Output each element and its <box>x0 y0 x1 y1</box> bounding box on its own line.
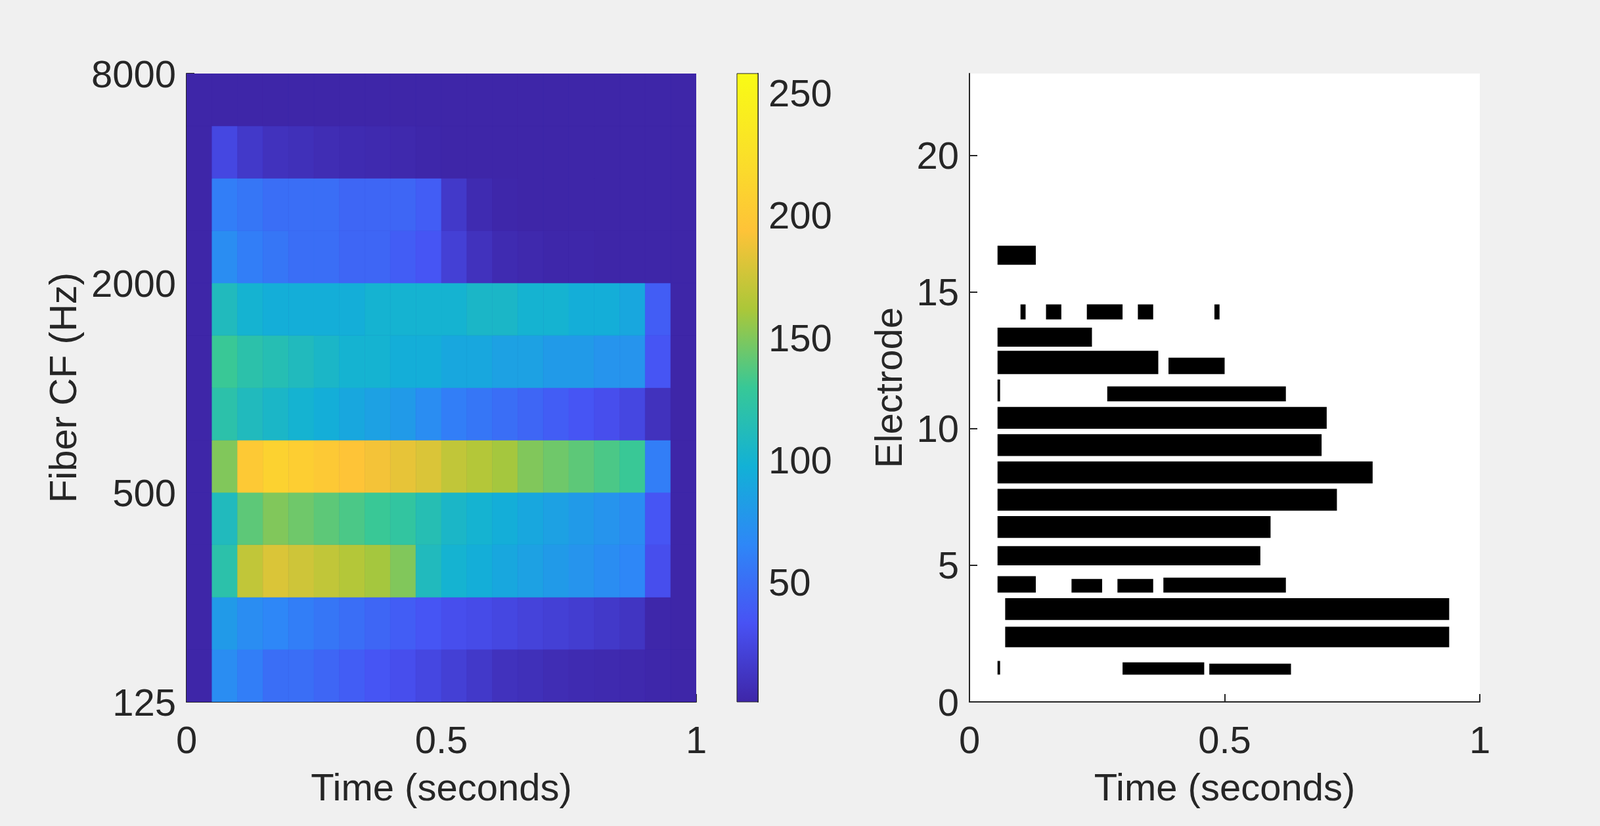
svg-text:0: 0 <box>176 718 198 762</box>
svg-text:Electrode: Electrode <box>866 307 910 469</box>
svg-text:10: 10 <box>916 407 959 450</box>
svg-text:50: 50 <box>768 560 812 604</box>
svg-text:0.5: 0.5 <box>415 718 469 762</box>
svg-text:1: 1 <box>685 718 707 762</box>
svg-text:2000: 2000 <box>91 262 177 305</box>
svg-text:125: 125 <box>112 681 177 724</box>
svg-text:0: 0 <box>937 681 959 724</box>
svg-text:250: 250 <box>768 71 833 115</box>
svg-text:0: 0 <box>958 718 980 762</box>
svg-text:5: 5 <box>937 543 959 587</box>
svg-text:Time (seconds): Time (seconds) <box>1094 765 1356 809</box>
svg-text:15: 15 <box>916 270 959 314</box>
svg-text:200: 200 <box>768 193 833 237</box>
svg-text:8000: 8000 <box>91 52 177 96</box>
svg-text:150: 150 <box>768 316 833 360</box>
svg-text:20: 20 <box>916 133 959 177</box>
svg-text:0.5: 0.5 <box>1198 718 1252 762</box>
svg-text:100: 100 <box>768 438 833 482</box>
svg-text:500: 500 <box>112 471 177 515</box>
svg-text:Time (seconds): Time (seconds) <box>310 765 573 809</box>
svg-text:Fiber CF (Hz): Fiber CF (Hz) <box>41 272 85 504</box>
svg-text:1: 1 <box>1469 718 1491 762</box>
